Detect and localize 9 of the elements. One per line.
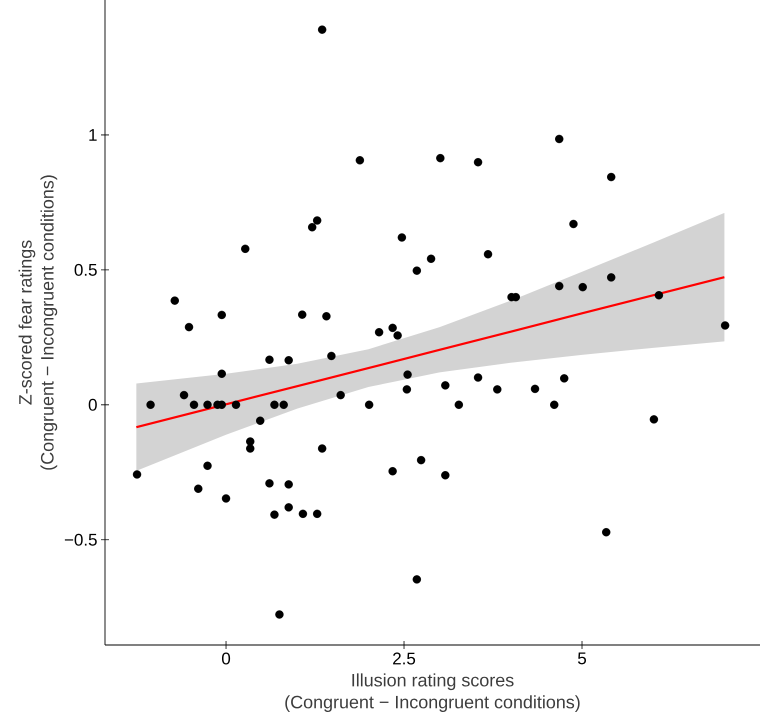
x-tick-label: 2.5 bbox=[393, 652, 416, 665]
y-tick-label: 0 bbox=[88, 398, 97, 411]
x-axis-title: Illusion rating scores (Congruent − Incongruent conditions) bbox=[285, 673, 580, 712]
y-tick-label: 0.5 bbox=[74, 264, 97, 276]
x-tick-label: 5 bbox=[578, 652, 586, 664]
y-tick-label: −0.5 bbox=[64, 534, 97, 546]
y-tick-label: 1 bbox=[89, 129, 97, 141]
x-tick-label: 0 bbox=[222, 652, 230, 665]
y-axis-title: Z-scored fear ratings (Congruent − Incongruent conditions) bbox=[18, 175, 58, 470]
